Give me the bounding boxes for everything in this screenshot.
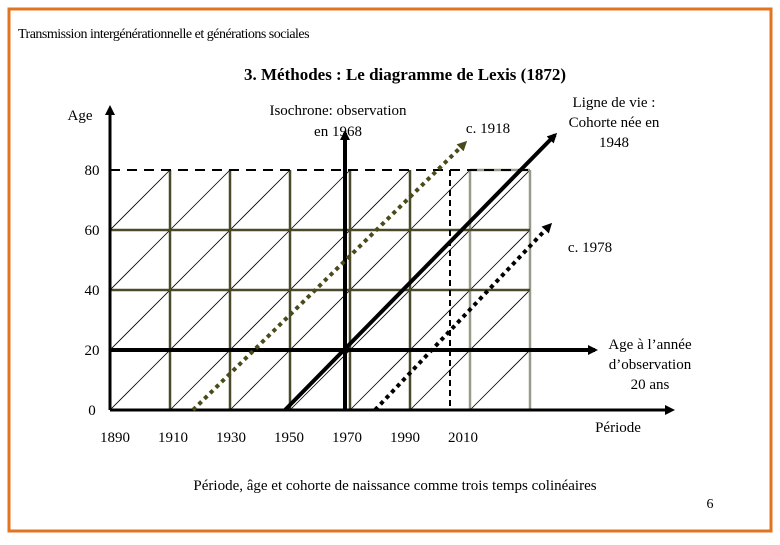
age-20-label: d’observation [609, 357, 692, 373]
age-label: 80 [85, 163, 100, 179]
year-label: 1930 [216, 430, 246, 446]
isochrone-label: Isochrone: observation [269, 103, 407, 119]
year-label: 1890 [100, 430, 130, 446]
lexis-grid [110, 168, 532, 410]
x-axis-label: Période [595, 420, 641, 436]
age-20-label: Age à l’année [608, 337, 692, 353]
cohort-label: c. 1918 [466, 121, 510, 137]
year-label: 1910 [158, 430, 188, 446]
year-label: 1970 [332, 430, 362, 446]
age-label: 20 [85, 343, 100, 359]
age-label: 40 [85, 283, 100, 299]
isochrone-label: en 1968 [314, 124, 362, 140]
year-label: 1950 [274, 430, 304, 446]
diagonal [529, 409, 530, 410]
diagonal [110, 170, 171, 231]
lifeline-label: Cohorte née en [569, 115, 660, 131]
year-label: 1990 [390, 430, 420, 446]
y-axis-label: Age [68, 108, 93, 124]
cohort-1978-line [373, 222, 553, 412]
slide-title: 3. Méthodes : Le diagramme de Lexis (187… [244, 65, 566, 84]
caption: Période, âge et cohorte de naissance com… [193, 478, 596, 494]
page-number: 6 [707, 497, 714, 512]
lifeline-label: Ligne de vie : [573, 95, 656, 111]
lifeline-label: 1948 [599, 135, 629, 151]
year-label: 2010 [448, 430, 478, 446]
age-label: 0 [88, 403, 96, 419]
diagonal [469, 349, 530, 410]
lifeline-1948 [283, 132, 558, 412]
cohort-label: c. 1978 [568, 240, 612, 256]
cohort-1918-line [191, 140, 468, 412]
age-label: 60 [85, 223, 100, 239]
age-20-label: 20 ans [631, 377, 670, 393]
diagonal [110, 170, 231, 291]
slide-border [7, 7, 773, 533]
header-title: Transmission intergénérationnelle et gén… [18, 27, 309, 42]
